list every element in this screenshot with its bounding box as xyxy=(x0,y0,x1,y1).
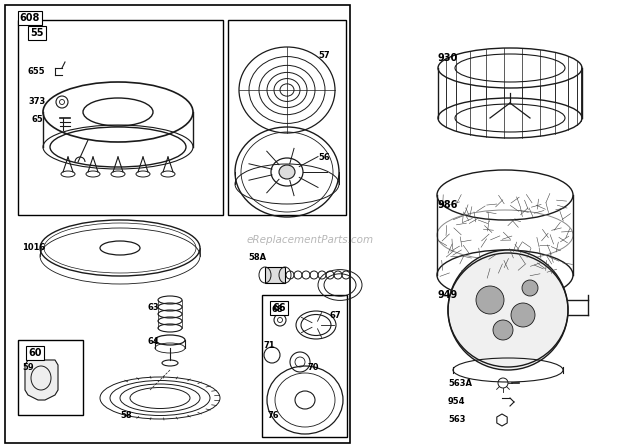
Text: 71: 71 xyxy=(263,340,275,350)
Bar xyxy=(228,20,346,215)
Text: 66: 66 xyxy=(272,303,286,313)
Bar xyxy=(18,340,83,415)
Text: 563: 563 xyxy=(448,416,466,425)
Text: 67: 67 xyxy=(330,310,342,319)
Circle shape xyxy=(476,286,504,314)
Text: 57: 57 xyxy=(318,50,330,59)
Text: 56: 56 xyxy=(318,153,330,162)
Bar xyxy=(5,5,350,443)
Text: 59: 59 xyxy=(22,363,33,372)
Text: 70: 70 xyxy=(308,363,319,372)
Ellipse shape xyxy=(279,165,295,179)
Text: 1016: 1016 xyxy=(22,244,45,252)
Circle shape xyxy=(448,250,568,370)
Text: 954: 954 xyxy=(448,397,466,406)
Text: 68: 68 xyxy=(272,306,283,314)
Text: 930: 930 xyxy=(438,53,458,63)
Bar xyxy=(265,267,285,283)
Text: 60: 60 xyxy=(29,348,42,358)
Text: 608: 608 xyxy=(20,13,40,23)
Text: 58: 58 xyxy=(120,410,131,420)
Circle shape xyxy=(522,280,538,296)
Bar xyxy=(18,20,223,215)
Text: 63: 63 xyxy=(148,303,159,313)
Text: 563A: 563A xyxy=(448,379,472,388)
Circle shape xyxy=(493,320,513,340)
Text: 986: 986 xyxy=(438,200,458,210)
Text: eReplacementParts.com: eReplacementParts.com xyxy=(246,235,374,245)
Bar xyxy=(262,295,347,437)
Circle shape xyxy=(511,303,535,327)
Text: 55: 55 xyxy=(30,28,44,38)
Text: 65: 65 xyxy=(32,116,44,124)
Text: 64: 64 xyxy=(148,338,160,347)
Polygon shape xyxy=(25,360,58,400)
Text: 655: 655 xyxy=(28,67,46,77)
Text: 949: 949 xyxy=(438,290,458,300)
Text: 373: 373 xyxy=(28,98,45,107)
Text: 76: 76 xyxy=(268,410,280,420)
Text: 58A: 58A xyxy=(248,253,266,263)
